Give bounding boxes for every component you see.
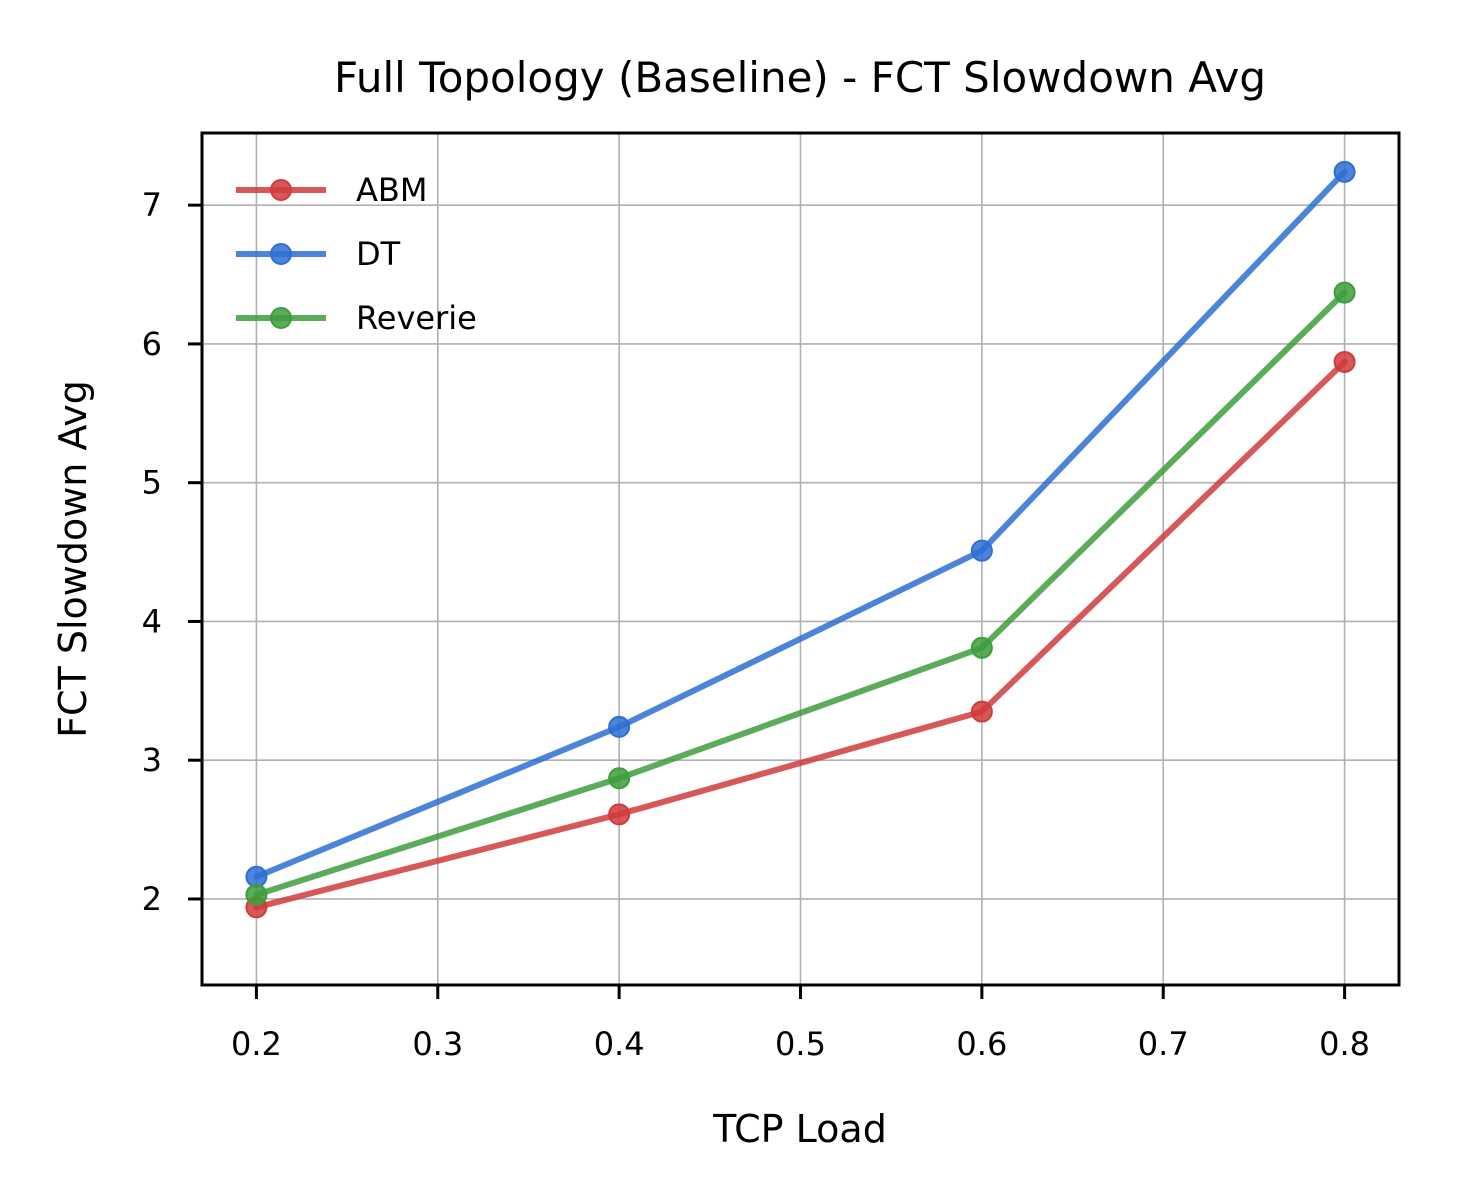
y-tick-label: 3 [142, 741, 162, 779]
x-tick-label: 0.8 [1319, 1025, 1370, 1063]
legend: ABM DT Reverie [236, 171, 477, 337]
data-point-abm [970, 700, 993, 723]
data-point-dt [1333, 160, 1356, 183]
x-tick-label: 0.4 [594, 1025, 645, 1063]
axes: 0.2 0.3 0.4 0.5 0.6 0.7 0.8 2 3 4 5 6 7 [142, 186, 1370, 1063]
data-point-reverie [970, 636, 993, 659]
data-point-reverie [608, 767, 631, 790]
y-axis-label: FCT Slowdown Avg [51, 380, 95, 738]
series-line-abm [253, 358, 1348, 911]
legend-marker-abm [270, 179, 292, 201]
y-tick-label: 5 [142, 464, 162, 502]
y-tick-label: 7 [142, 186, 162, 224]
x-tick-label: 0.3 [412, 1025, 463, 1063]
x-tick-label: 0.2 [231, 1025, 282, 1063]
data-point-reverie [245, 883, 268, 906]
plot-frame [200, 131, 1401, 987]
data-point-dt [970, 539, 993, 562]
legend-label-abm: ABM [356, 171, 427, 209]
legend-marker-dt [270, 243, 292, 265]
x-tick-label: 0.6 [956, 1025, 1007, 1063]
x-tick-label: 0.5 [775, 1025, 826, 1063]
series-lines [245, 160, 1356, 919]
data-point-dt [608, 715, 631, 738]
y-tick-label: 6 [142, 325, 162, 363]
y-tick-label: 4 [142, 602, 162, 640]
series-line-reverie [253, 289, 1348, 898]
chart-title: Full Topology (Baseline) - FCT Slowdown … [334, 53, 1266, 102]
series-line-dt [253, 168, 1348, 880]
y-tick-label: 2 [142, 880, 162, 918]
legend-marker-reverie [270, 307, 292, 329]
data-point-abm [1333, 350, 1356, 373]
data-point-reverie [1333, 281, 1356, 304]
legend-label-dt: DT [356, 235, 401, 273]
x-axis-label: TCP Load [712, 1107, 887, 1151]
data-point-dt [245, 865, 268, 888]
legend-label-reverie: Reverie [356, 299, 477, 337]
x-tick-label: 0.7 [1138, 1025, 1189, 1063]
data-point-abm [608, 803, 631, 826]
